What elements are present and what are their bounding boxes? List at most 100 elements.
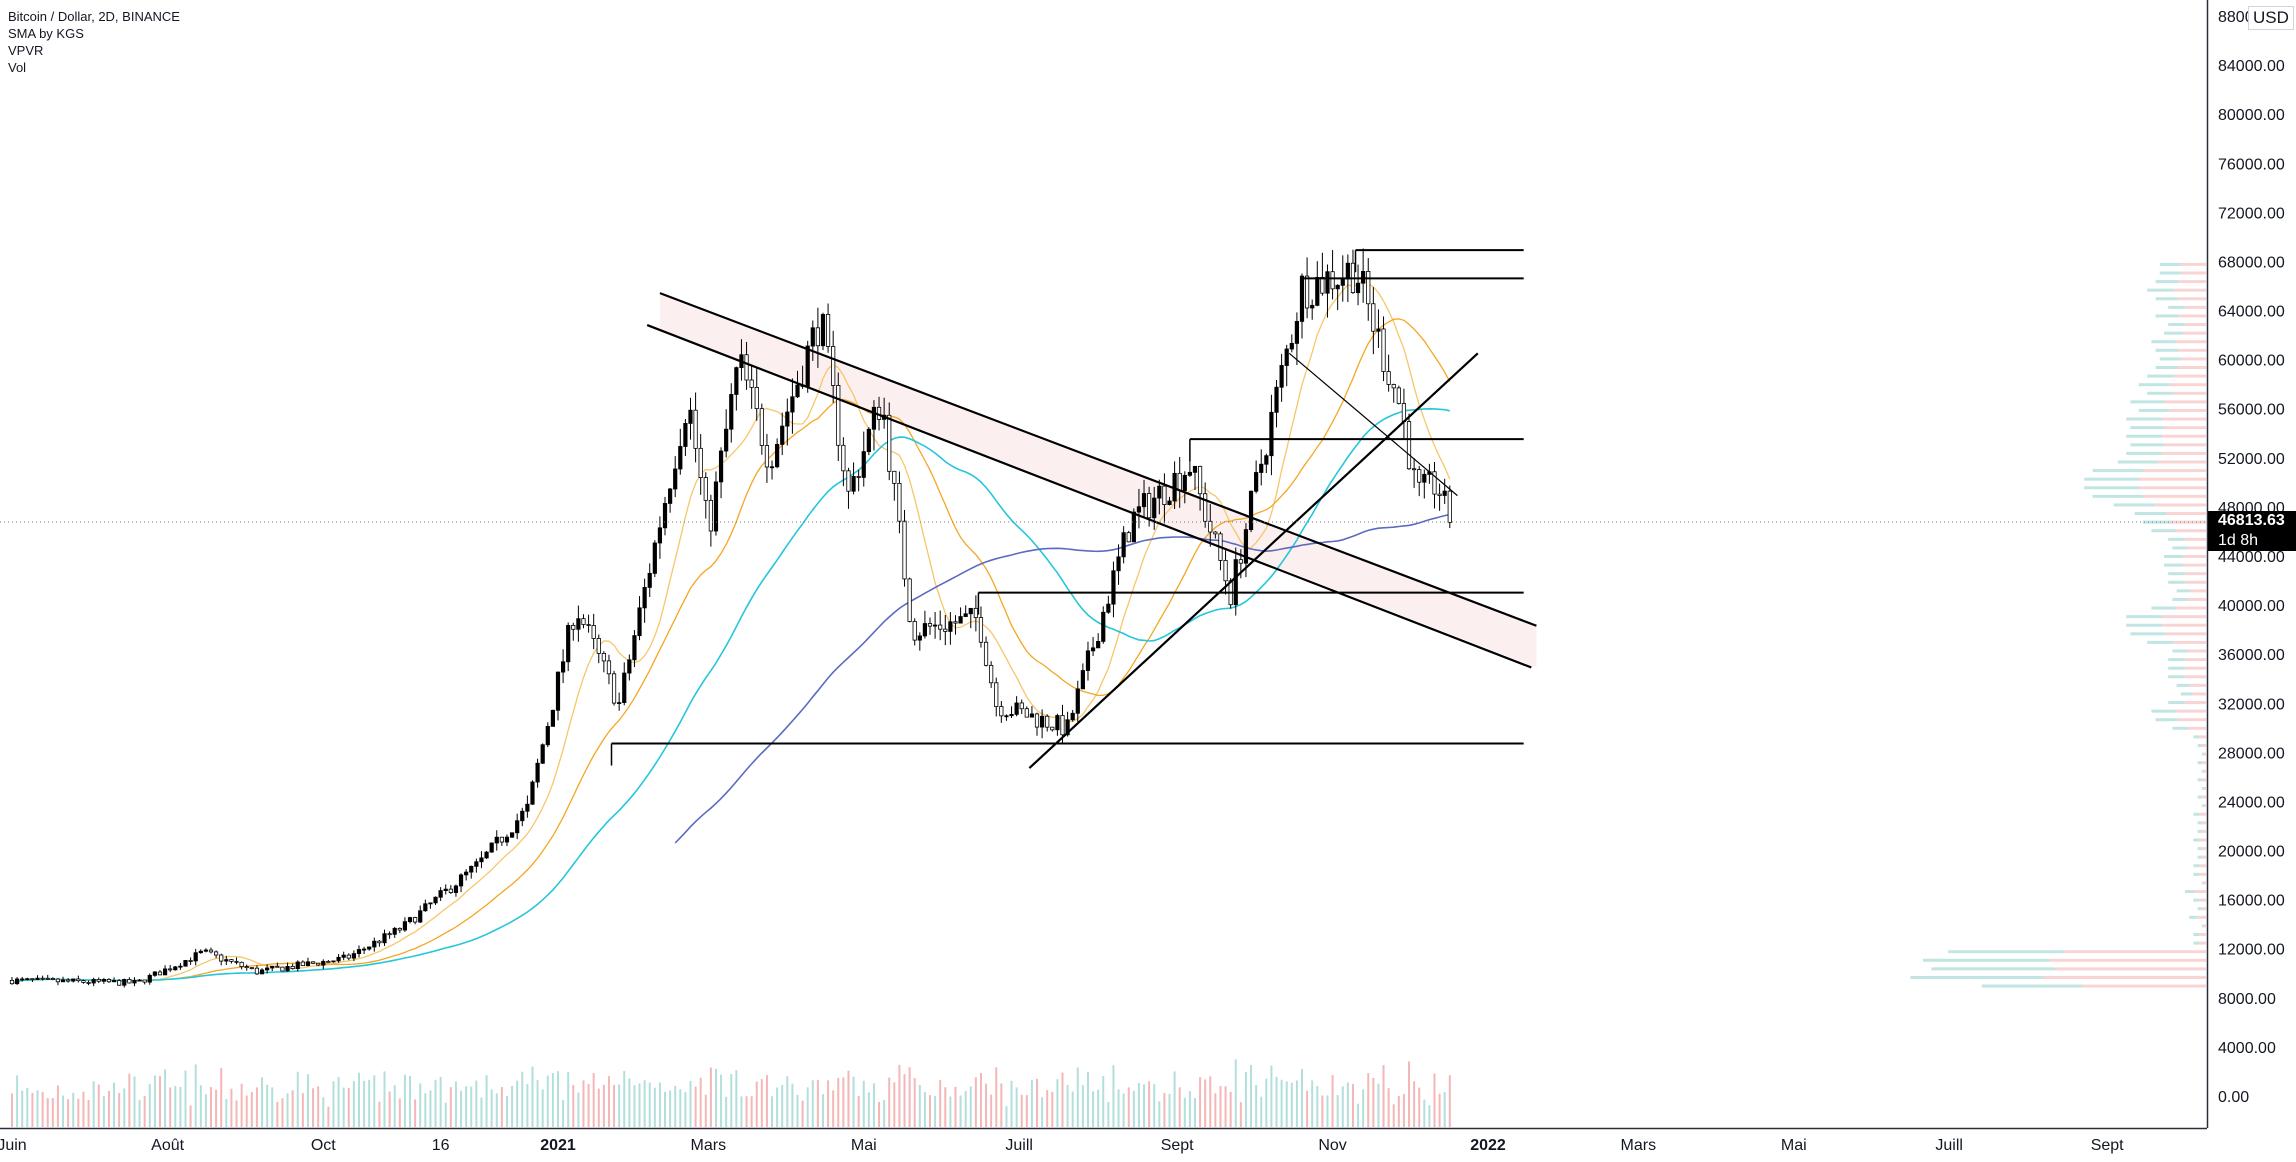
volume-bar [709,1067,712,1127]
vpvr-down-bar [2199,735,2206,739]
vpvr-down-bar [2164,426,2206,430]
candle-body [351,953,356,959]
price-tick-label: 0.00 [2218,1089,2249,1106]
volume-bar [87,1099,90,1127]
vpvr-down-bar [2175,529,2206,533]
volume-bar [312,1088,315,1127]
candle-body [780,425,785,445]
currency-button[interactable]: USD [2248,6,2294,30]
volume-bar [1005,1106,1008,1127]
volume-bar [648,1082,651,1127]
candle-body [316,962,321,966]
vpvr-up-bar [2193,735,2200,739]
volume-bar [1239,1102,1242,1127]
price-tick-label: 12000.00 [2218,942,2285,959]
candle-body [428,902,433,905]
volume-bar [1280,1079,1283,1127]
indicator-vol[interactable]: Vol [8,60,27,75]
price-tick-label: 84000.00 [2218,58,2285,75]
volume-bar [995,1067,998,1127]
candle-body [617,702,622,704]
vpvr-down-bar [2187,597,2206,601]
candle-body [1233,559,1238,606]
volume-bar [1397,1095,1400,1127]
indicator-sma[interactable]: SMA by KGS [8,26,84,41]
candle-body [168,968,173,971]
symbol-title[interactable]: Bitcoin / Dollar, 2D, BINANCE [8,9,180,24]
candle-body [341,954,346,958]
vpvr-up-bar [2164,563,2183,567]
candle-body [917,635,922,641]
vpvr-down-bar [2189,589,2206,593]
vpvr-up-bar [2168,658,2186,662]
candle-body [453,885,459,893]
vpvr-up-bar [2147,374,2174,378]
vpvr-down-bar [2164,632,2206,636]
candle-body [861,451,866,478]
vpvr-down-bar [2173,640,2206,644]
candle-body [1157,485,1162,499]
candle-body [1269,411,1274,457]
volume-bar [128,1073,131,1127]
volume-bar [317,1086,320,1127]
volume-bar [1316,1086,1319,1127]
candle-body [387,933,392,936]
candle-body [1386,371,1391,385]
volume-bar [342,1087,345,1127]
volume-bar [949,1096,952,1127]
vpvr-up-bar [2130,443,2165,447]
candle-body [927,623,933,627]
candle-body [178,965,183,968]
candle-body [413,917,418,923]
candle-body [571,624,576,630]
candle-body [127,979,132,984]
volume-bar [929,1095,931,1127]
volume-bar [1392,1104,1395,1127]
volume-bar [730,1073,733,1127]
candle-body [1381,328,1386,372]
volume-bar [1193,1098,1196,1127]
vpvr-down-bar [2201,847,2206,851]
volume-bar [1357,1103,1360,1127]
vpvr-up-bar [2168,305,2186,309]
candle-body [443,888,448,891]
indicator-vpvr[interactable]: VPVR [8,43,44,58]
volume-bar [485,1075,488,1127]
candle-body [275,965,280,968]
time-axis[interactable]: Juin Août Oct 16 2021 Mars Mai Juill Sept Nov 2022… [0,1137,2124,1154]
volume-bar [1214,1093,1217,1127]
vpvr-up-bar [2151,606,2176,610]
vpvr-down-bar [2178,366,2206,369]
channel-lower-line [646,324,1532,669]
volume-bar [1331,1075,1334,1127]
candle-body [989,664,994,684]
volume-bar [276,1101,279,1127]
vpvr-down-bar [2178,348,2206,352]
volume-bar [409,1075,412,1127]
chart-legend: Bitcoin / Dollar, 2D, BINANCE SMA by KGS… [8,8,180,76]
candle-body [259,969,265,975]
volume-bar [1265,1078,1268,1127]
volume-bar [505,1095,508,1127]
vpvr-down-bar [2164,400,2206,404]
volume-bar [306,1074,309,1127]
candle-body [1121,532,1126,558]
volume-bar [1270,1065,1273,1127]
candle-body [790,396,795,413]
volume-bar [531,1066,534,1127]
vpvr-up-bar [2126,451,2163,455]
vpvr-up-bar [2155,348,2179,352]
volume-bar [898,1064,901,1127]
candle-body [525,803,530,812]
candle-body [1197,465,1203,495]
candle-body [106,978,112,983]
volume-bar [97,1084,100,1127]
volume-bar [857,1095,860,1127]
volume-bar [913,1078,916,1127]
channel-upper-line [659,292,1537,627]
candle-body [1320,276,1325,294]
candle-body [1376,328,1381,332]
candle-body [846,470,851,492]
candle-body [795,384,800,398]
